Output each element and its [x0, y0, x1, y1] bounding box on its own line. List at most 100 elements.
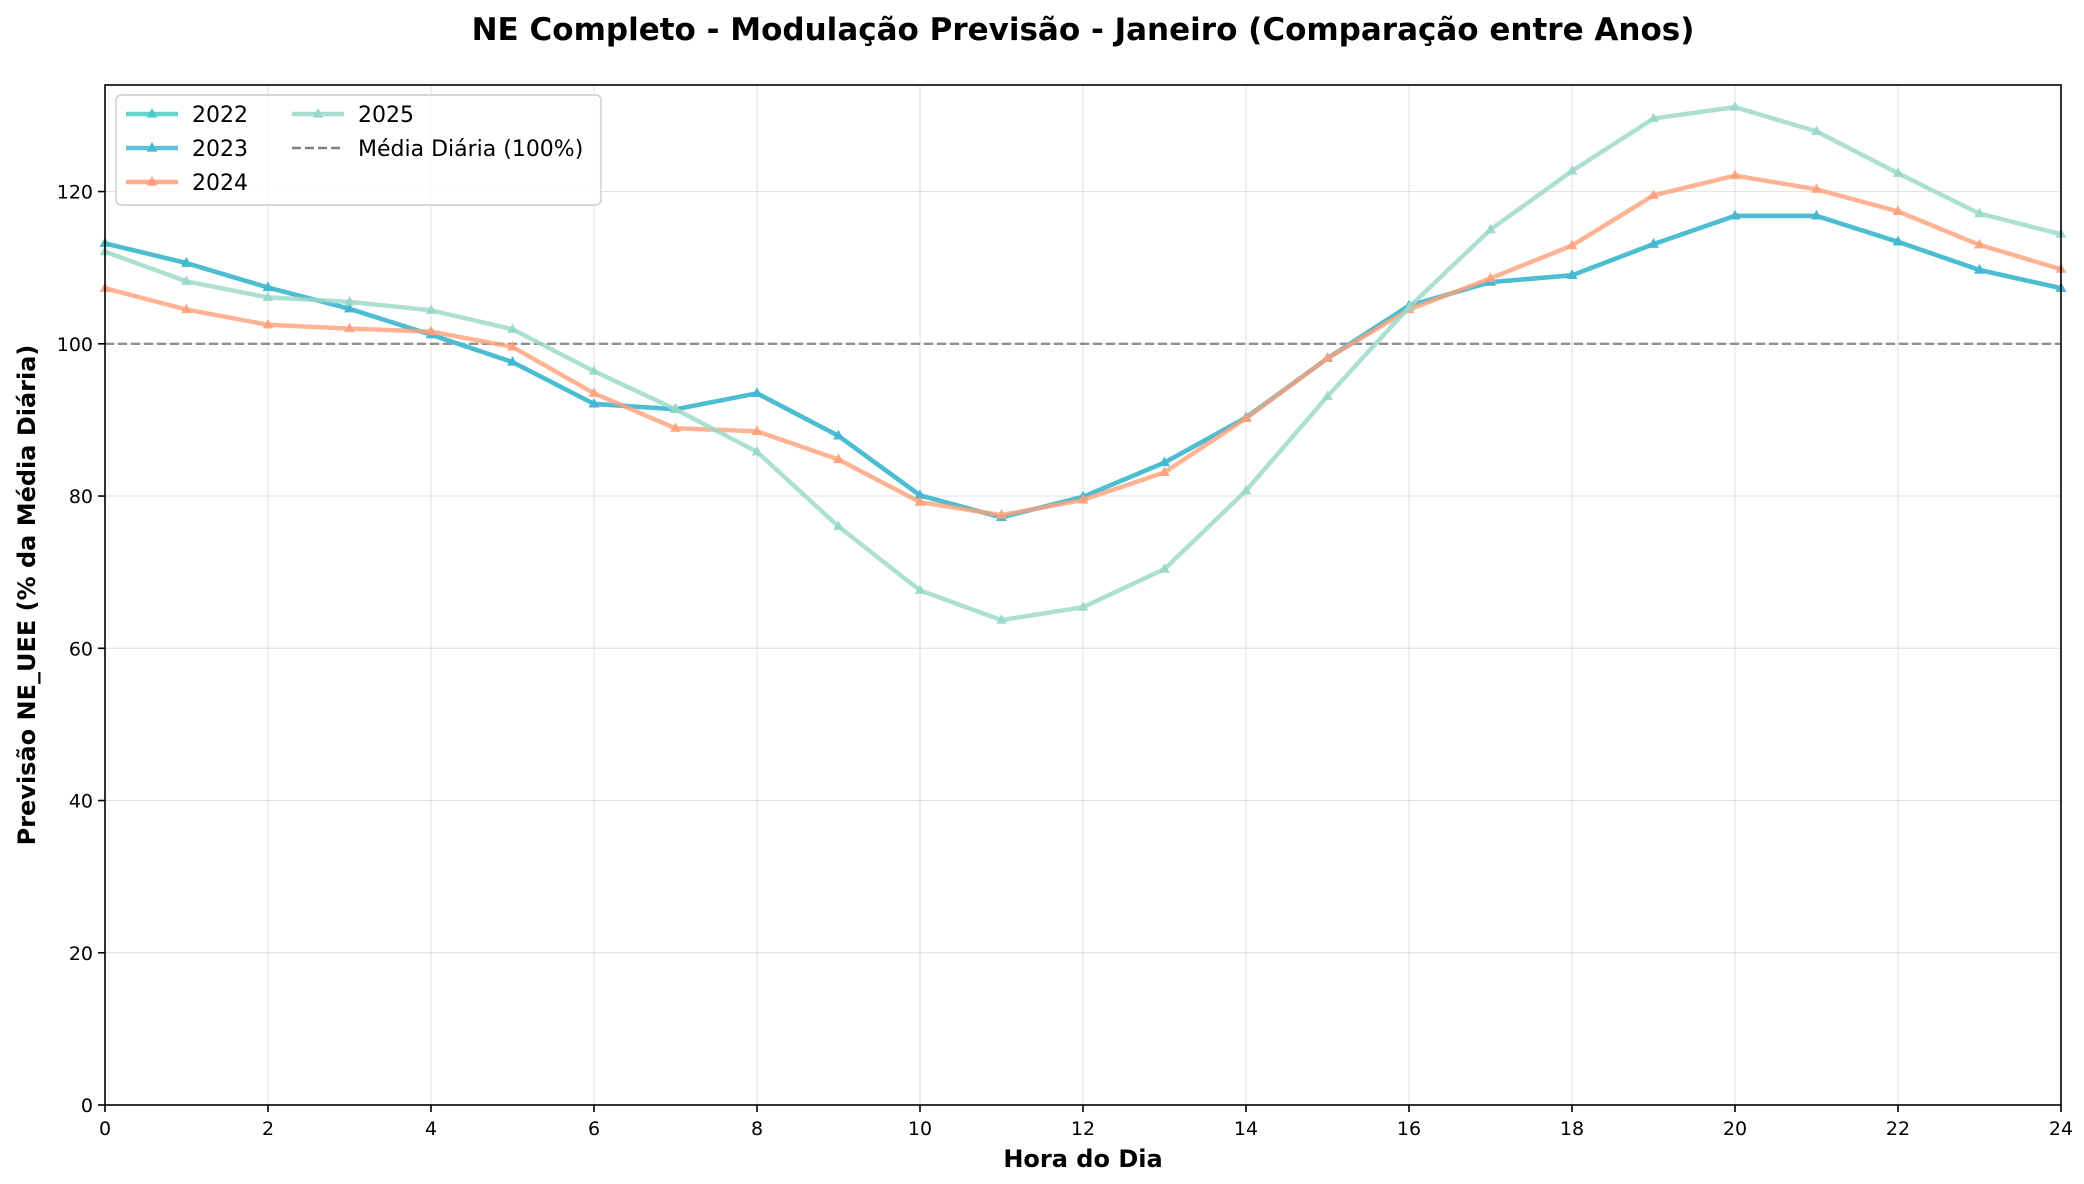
y-tick-label: 40	[69, 791, 93, 813]
data-point	[181, 275, 192, 285]
data-point	[1077, 601, 1089, 611]
y-axis-label: Previsão NE_UEE (% da Média Diária)	[13, 345, 41, 846]
legend-label: Média Diária (100%)	[358, 137, 583, 162]
x-tick-label: 10	[908, 1118, 932, 1140]
data-point	[833, 429, 844, 440]
data-point	[588, 387, 600, 397]
data-point	[181, 303, 192, 314]
data-point	[1403, 301, 1415, 311]
legend-marker	[146, 142, 158, 152]
data-point	[181, 257, 192, 267]
data-point	[1974, 263, 1985, 274]
data-point	[1648, 238, 1659, 248]
data-point	[1892, 235, 1904, 246]
data-point	[751, 387, 763, 397]
data-point	[1974, 207, 1985, 218]
data-point	[262, 318, 274, 329]
data-point	[1974, 238, 1985, 249]
legend-label: 2025	[358, 103, 414, 128]
legend-marker	[146, 108, 158, 118]
x-tick-label: 24	[2049, 1118, 2073, 1140]
x-tick-label: 4	[425, 1118, 437, 1140]
x-tick-label: 8	[751, 1118, 763, 1140]
data-point	[1729, 209, 1741, 220]
x-tick-label: 6	[588, 1118, 600, 1140]
data-point	[1485, 223, 1496, 234]
legend-marker	[146, 176, 158, 186]
data-point	[588, 365, 600, 375]
data-point	[425, 325, 437, 336]
data-point	[1729, 169, 1741, 180]
data-point	[1566, 239, 1578, 250]
y-tick-label: 80	[69, 486, 93, 508]
data-point	[1240, 412, 1252, 423]
data-point	[1648, 112, 1659, 123]
data-point	[1892, 167, 1904, 177]
data-point	[507, 323, 518, 333]
data-point	[1811, 209, 1822, 220]
data-point	[507, 340, 518, 351]
data-point	[1240, 484, 1252, 495]
x-tick-label: 2	[262, 1118, 274, 1140]
x-tick-label: 22	[1886, 1118, 1910, 1140]
legend-entry: Média Diária (100%)	[292, 137, 583, 162]
x-tick-label: 0	[99, 1118, 111, 1140]
data-point	[1729, 101, 1741, 111]
series-layer	[99, 101, 2067, 624]
data-point	[1159, 456, 1170, 467]
y-tick-label: 20	[69, 943, 93, 965]
legend-entry: 2024	[126, 171, 248, 196]
data-point	[751, 425, 763, 435]
data-point	[833, 520, 844, 531]
data-point	[1892, 205, 1904, 215]
data-point	[507, 356, 518, 366]
data-point	[914, 489, 926, 499]
x-axis-label: Hora do Dia	[1003, 1145, 1162, 1173]
legend-entry: 2025	[292, 103, 414, 128]
data-point	[588, 397, 600, 408]
legend-frame	[115, 94, 602, 206]
data-point	[425, 304, 437, 314]
legend-marker	[312, 108, 324, 118]
grid	[104, 85, 2062, 1106]
data-point	[670, 422, 681, 432]
data-point	[344, 295, 355, 306]
data-point	[262, 281, 274, 292]
x-tick-label: 16	[1397, 1118, 1421, 1140]
data-point	[1322, 390, 1333, 400]
data-point	[344, 302, 355, 313]
x-tick-label: 20	[1723, 1118, 1747, 1140]
data-point	[1159, 466, 1170, 477]
x-tick-label: 18	[1560, 1118, 1584, 1140]
y-tick-label: 60	[69, 638, 93, 660]
chart-title: NE Completo - Modulação Previsão - Janei…	[472, 12, 1695, 48]
data-point	[262, 291, 274, 301]
data-point	[1566, 165, 1578, 175]
y-tick-label: 100	[57, 334, 93, 356]
x-axis: 0 2 4 6 8 10 12 14 16 18 20 22 24	[99, 1105, 2073, 1140]
y-axis: 0 20 40 60 80 100 120	[57, 182, 105, 1117]
legend-label: 2022	[192, 103, 248, 128]
data-point	[914, 496, 926, 506]
data-point	[1566, 269, 1578, 279]
legend-entry: 2022	[126, 103, 248, 128]
legend: 2022 2023 2024 2025 Média Diária (100%)	[115, 94, 602, 206]
series-2024	[99, 169, 2067, 519]
data-point	[914, 584, 926, 595]
data-point	[1077, 493, 1089, 504]
data-point	[1648, 189, 1659, 199]
legend-label: 2024	[192, 171, 248, 196]
x-tick-label: 14	[1234, 1118, 1258, 1140]
y-tick-label: 120	[57, 182, 93, 204]
series-2025	[99, 101, 2067, 624]
data-point	[1485, 272, 1496, 282]
data-point	[1322, 352, 1333, 362]
data-point	[1159, 563, 1170, 573]
data-point	[751, 445, 763, 456]
data-point	[670, 403, 681, 413]
data-point	[344, 322, 355, 333]
data-point	[996, 614, 1007, 624]
y-tick-label: 0	[81, 1095, 93, 1117]
data-point	[833, 453, 844, 464]
x-tick-label: 12	[1071, 1118, 1095, 1140]
